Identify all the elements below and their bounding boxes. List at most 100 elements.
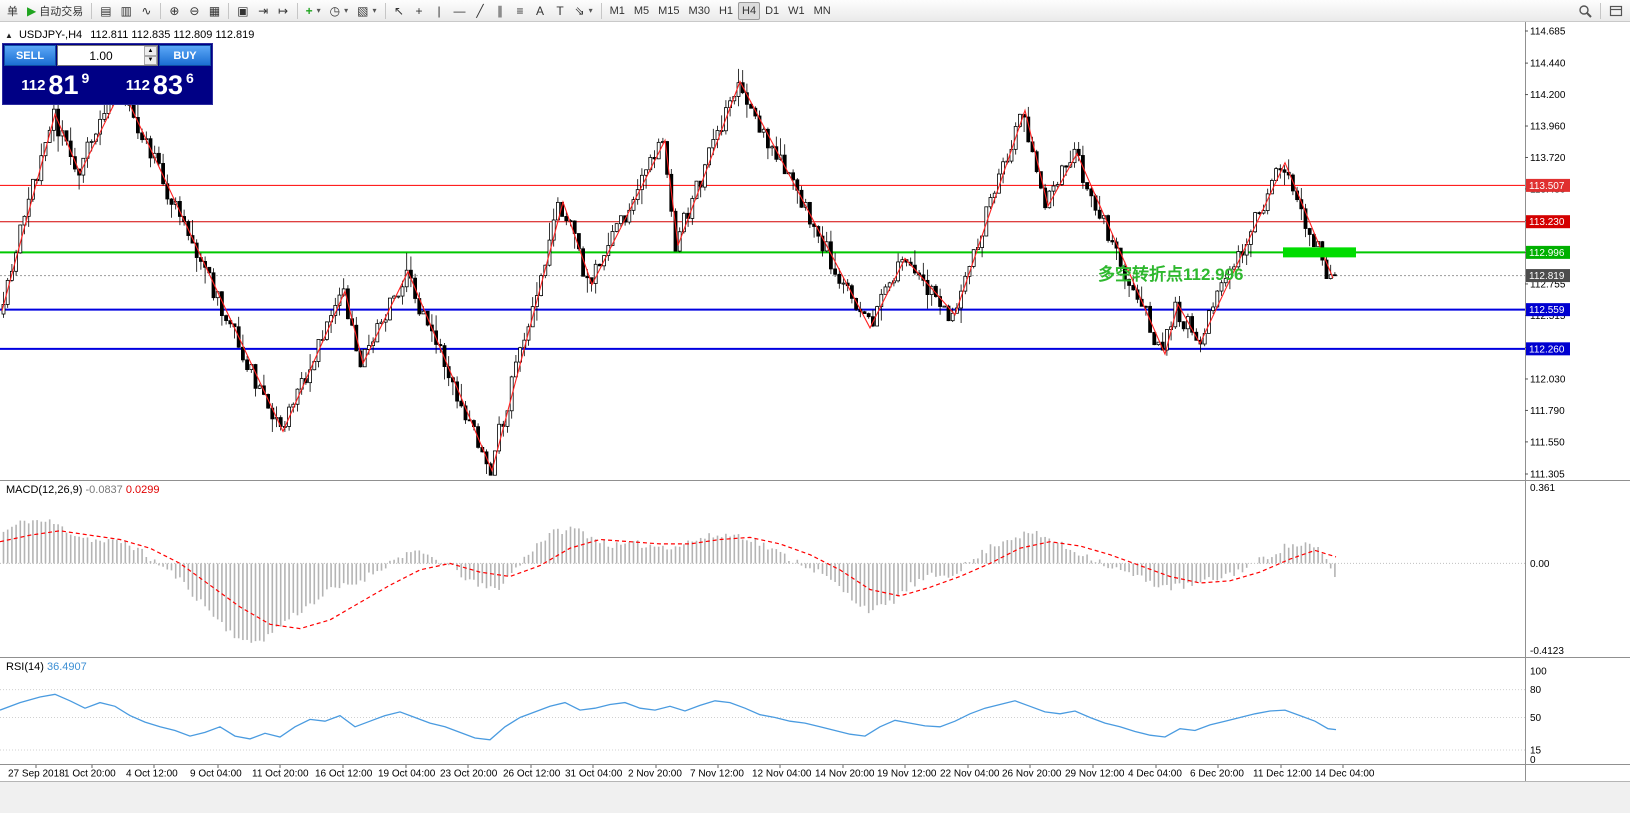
tf-m5-button[interactable]: M5 [630,2,653,20]
text-button[interactable]: A [531,2,550,20]
rsi-panel [0,689,1525,751]
tf-h1-button[interactable]: H1 [715,2,737,20]
collapse-triangle-icon[interactable]: ▲ [5,31,13,40]
volume-input[interactable] [58,46,144,65]
text-icon: A [535,3,544,18]
toolbar-separator [159,2,161,19]
zoom-out-icon: ⊖ [189,3,200,18]
line-chart-icon: ∿ [141,3,152,18]
volume-spinner: ▲ ▼ [144,46,157,65]
auto-scroll-button[interactable]: ⇥ [254,2,273,20]
autotrading-label: 自动交易 [39,5,84,18]
chart-shift-button[interactable]: ↦ [274,2,293,20]
sell-price[interactable]: 112 81 9 [3,67,108,104]
buy-button[interactable]: BUY [159,45,211,66]
ohlc-values: 112.811 112.835 112.809 112.819 [90,29,255,41]
svg-text:114.200: 114.200 [1530,90,1566,101]
price-badge-resistance-1 [1526,178,1570,192]
label-icon: T [556,3,564,18]
candlestick-button[interactable]: ▥ [117,2,136,20]
svg-text:112.515: 112.515 [1530,311,1566,322]
time-axis-label: 2 Nov 20:00 [628,769,682,780]
svg-text:112.559: 112.559 [1529,305,1565,316]
fibonacci-icon: ≡ [516,3,524,18]
tf-mn-label: MN [813,4,831,17]
price-badge-support-2 [1526,342,1570,356]
svg-text:0.361: 0.361 [1530,483,1555,494]
pivot-annotation-text[interactable]: 多空转折点112.996 [1098,265,1244,284]
svg-text:111.550: 111.550 [1530,437,1565,448]
time-axis-label: 7 Nov 12:00 [690,769,744,780]
buy-price-sup: 6 [185,70,194,86]
tile-windows-icon: ▣ [237,3,249,18]
vertical-line-button[interactable]: | [430,2,449,20]
one-click-trading-panel: SELL ▲ ▼ BUY 112 81 9 112 83 6 [2,43,213,105]
pivot-highlight-bar[interactable] [1283,247,1356,258]
macd-value-main: -0.0837 [85,484,123,496]
tf-d1-button[interactable]: D1 [761,2,783,20]
time-axis-label: 23 Oct 20:00 [440,769,498,780]
time-axis-label: 26 Nov 20:00 [1002,769,1062,780]
tf-w1-button[interactable]: W1 [784,2,809,20]
period-button[interactable]: ◷ ▾ [326,2,353,20]
channel-button[interactable]: ∥ [491,2,510,20]
main-toolbar: 单 ▶ 自动交易 ▤ ▥ ∿ ⊕ ⊖ ▦ ▣ ⇥ ↦ + ▾ ◷ ▾ ▧ ▾ ↖ + | — ╱ ∥ ≡ A T ⇘ ▾ M1 M5 M15 M… [0,0,1630,22]
dropdown-caret-icon: ▾ [316,6,321,15]
data-window-button[interactable] [1605,2,1627,20]
trendline-icon: ╱ [476,3,484,18]
time-axis-label: 31 Oct 04:00 [565,769,623,780]
zoom-in-button[interactable]: ⊕ [165,2,184,20]
time-axis-label: 11 Oct 20:00 [252,769,309,780]
template-button[interactable]: ▧ ▾ [353,2,380,20]
label-button[interactable]: T [551,2,570,20]
cursor-button[interactable]: ↖ [390,2,409,20]
volume-down-button[interactable]: ▼ [144,55,157,65]
zoom-in-icon: ⊕ [169,3,180,18]
buy-price[interactable]: 112 83 6 [108,67,213,104]
symbol-label: USDJPY-,H4 [18,29,83,41]
time-axis[interactable]: 27 Sep 2018 1 Oct 20:00 4 Oct 12:00 9 Oct 0… [8,765,1375,780]
svg-text:0: 0 [1530,755,1536,766]
tf-h4-button[interactable]: H4 [738,1,761,20]
horizontal-line-button[interactable]: — [450,2,470,20]
zigzag-line[interactable] [1,80,1334,473]
time-axis-label: 11 Dec 12:00 [1253,769,1312,780]
volume-up-button[interactable]: ▲ [144,46,157,56]
price-level-lines[interactable] [0,184,1525,350]
crosshair-button[interactable]: + [410,2,429,20]
tf-mn-button[interactable]: MN [810,2,835,20]
price-badge-current-price [1526,269,1570,283]
svg-text:114.685: 114.685 [1530,27,1566,38]
macd-name: MACD(12,26,9) [6,484,83,496]
time-axis-label: 19 Oct 04:00 [378,769,436,780]
auto-scroll-icon: ⇥ [258,3,269,18]
grid-button[interactable]: ▦ [205,2,224,20]
zoom-out-button[interactable]: ⊖ [185,2,204,20]
svg-text:112.755: 112.755 [1530,279,1566,290]
tf-m30-button[interactable]: M30 [685,2,714,20]
add-indicator-button[interactable]: + ▾ [302,2,325,20]
time-axis-label: 12 Nov 04:00 [752,769,812,780]
tf-m15-button[interactable]: M15 [654,2,683,20]
bar-chart-button[interactable]: ▤ [96,2,115,20]
horizontal-line-icon: — [453,3,466,18]
svg-text:50: 50 [1530,713,1542,724]
add-indicator-icon: + [305,3,313,18]
price-badge-support-1 [1526,303,1570,317]
new-order-button[interactable]: 单 [3,2,22,20]
macd-signal-line [0,530,1337,630]
period-icon: ◷ [329,3,341,18]
arrows-button[interactable]: ⇘ ▾ [571,2,597,20]
panel-separators[interactable] [0,22,1630,781]
sell-button[interactable]: SELL [4,45,56,66]
trendline-button[interactable]: ╱ [471,2,490,20]
fibonacci-button[interactable]: ≡ [511,2,530,20]
macd-histogram [2,519,1336,643]
toolbar-separator [1600,2,1601,19]
tile-windows-button[interactable]: ▣ [233,2,252,20]
line-chart-button[interactable]: ∿ [137,2,156,20]
tf-m1-button[interactable]: M1 [606,2,629,20]
sell-price-base: 112 [21,77,46,94]
search-button[interactable] [1574,2,1596,20]
autotrading-button[interactable]: ▶ 自动交易 [23,2,87,20]
